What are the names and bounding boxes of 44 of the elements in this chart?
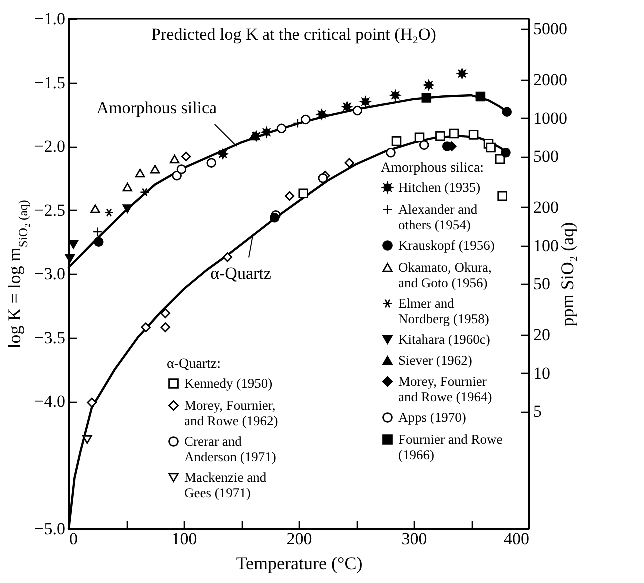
legend-label: Morey, Fournier, and Rowe (1962) bbox=[184, 398, 278, 428]
legend-label: Hitchen (1935) bbox=[398, 180, 481, 195]
y2-tick-label: 10 bbox=[534, 364, 550, 383]
x-tick-label: 200 bbox=[286, 530, 312, 548]
y2-tick-label: 2000 bbox=[534, 70, 568, 90]
y2-tick-label: 20 bbox=[534, 325, 550, 344]
y2-tick-label: 5 bbox=[534, 402, 542, 422]
x-axis-title: Temperature (°C) bbox=[236, 554, 363, 574]
legend-label: Mackenzie and Gees (1971) bbox=[184, 470, 267, 500]
annotation: Amorphous silica: bbox=[381, 161, 484, 176]
y-tick-label: −4.0 bbox=[34, 392, 66, 411]
y2-axis-title: ppm SiO₂ (aq) bbox=[558, 222, 578, 327]
legend-label: Morey, Fournier and Rowe (1964) bbox=[398, 374, 492, 404]
y-tick-label: −2.0 bbox=[34, 137, 66, 156]
x-tick-label: 100 bbox=[172, 530, 198, 548]
legend-label: Fournier and Rowe (1966) bbox=[398, 432, 503, 462]
legend-label: Apps (1970) bbox=[398, 410, 466, 425]
y-tick-label: −2.5 bbox=[34, 200, 66, 220]
x-tick-label: 0 bbox=[70, 530, 78, 548]
y2-tick-label: 200 bbox=[534, 198, 559, 217]
y-tick-label: −3.5 bbox=[34, 328, 66, 348]
legend-label: Siever (1962) bbox=[398, 352, 472, 368]
x-tick-label: 300 bbox=[402, 530, 428, 548]
annotation: Amorphous silica bbox=[96, 98, 218, 118]
y2-tick-label: 1000 bbox=[534, 108, 568, 128]
annotation: α-Quartz bbox=[210, 264, 272, 283]
annotation: α-Quartz: bbox=[167, 357, 221, 372]
y2-tick-label: 100 bbox=[534, 236, 559, 256]
y2-tick-label: 50 bbox=[534, 274, 550, 294]
legend-label: Alexander and others (1954) bbox=[398, 202, 478, 232]
annotation: Predicted log K at the critical point (H₂O) bbox=[152, 25, 436, 44]
y-tick-label: −1.0 bbox=[34, 10, 66, 28]
legend-label: Okamato, Okura, and Goto (1956) bbox=[398, 260, 492, 290]
legend-label: Kennedy (1950) bbox=[184, 376, 273, 391]
y2-tick-label: 5000 bbox=[534, 20, 568, 39]
y-tick-label: −1.5 bbox=[34, 73, 66, 92]
y2-tick-label: 500 bbox=[534, 147, 559, 166]
legend-label: Elmer and Nordberg (1958) bbox=[398, 296, 490, 326]
x-tick-label: 400 bbox=[504, 530, 530, 548]
y-tick-label: −5.0 bbox=[34, 520, 66, 538]
y-tick-label: −3.0 bbox=[34, 264, 66, 284]
legend-label: Kitahara (1960c) bbox=[398, 332, 490, 347]
legend-label: Krauskopf (1956) bbox=[398, 238, 495, 253]
legend-label: Crerar and Anderson (1971) bbox=[184, 434, 276, 464]
